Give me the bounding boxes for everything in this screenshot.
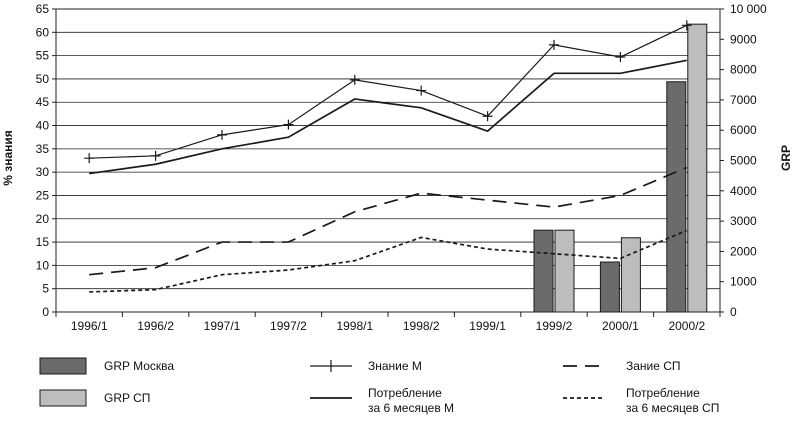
data-point-marker [549,39,559,50]
right-tick-label: 8000 [730,63,757,77]
left-tick-label: 45 [36,95,50,109]
data-point-marker [150,150,161,161]
legend-swatch [39,389,87,407]
data-point-marker [681,20,692,31]
legend-label: Зание СП [626,359,681,373]
bar [687,23,708,313]
left-tick-label: 5 [42,282,49,296]
data-point-marker [349,74,360,85]
x-tick-label: 1999/2 [536,319,573,333]
right-tick-label: 1000 [730,275,757,289]
left-tick-label: 25 [36,188,50,202]
right-axis-title: GRP [779,145,793,171]
legend-item: Знание М [310,359,422,373]
right-tick-label: 10 000 [730,2,767,16]
x-tick-label: 1998/2 [403,319,440,333]
x-tick-label: 1998/1 [336,319,373,333]
legend-label: Потребление [368,386,442,400]
right-tick-label: 5000 [730,154,757,168]
series-line [89,166,688,276]
data-point-marker [482,111,493,122]
right-tick-label: 2000 [730,244,757,258]
right-tick-label: 7000 [730,93,757,107]
bar-series [533,23,708,313]
legend-swatch [39,357,87,375]
x-tick-label: 1997/2 [270,319,307,333]
data-point-marker [283,119,294,130]
left-tick-label: 15 [36,235,50,249]
right-tick-label: 6000 [730,123,757,137]
left-tick-label: 55 [36,49,50,63]
right-tick-label: 3000 [730,214,757,228]
right-tick-label: 9000 [730,32,757,46]
bar [554,229,575,313]
series-line [89,229,688,293]
left-tick-label: 40 [36,119,50,133]
left-tick-label: 30 [36,165,50,179]
bar [666,81,687,313]
line-series [84,20,692,293]
right-tick-label: 0 [730,305,737,319]
x-tick-label: 1996/1 [71,319,108,333]
left-tick-label: 0 [42,305,49,319]
bar [599,261,620,313]
x-tick-label: 1999/1 [469,319,506,333]
legend-item: GRP Москва [39,357,174,375]
legend-item: GRP СП [39,389,150,407]
x-tick-label: 1997/1 [204,319,241,333]
data-point-marker [416,85,427,96]
legend-label: за 6 месяцев М [368,401,454,415]
legend-label: GRP СП [104,391,150,405]
legend-item: Зание СП [563,359,681,373]
axes: 0 5 10 15 20 25 30 35 40 45 50 55 60 65 0 1000 2000 3000 4… [36,2,767,333]
bar [620,237,641,313]
data-point-marker [217,129,227,140]
left-axis-title: % знания [1,130,15,186]
x-tick-label: 2000/2 [668,319,705,333]
left-tick-label: 35 [36,142,50,156]
legend-label: Знание М [368,359,422,373]
left-tick-label: 60 [36,25,50,39]
legend-label: за 6 месяцев СП [626,401,719,415]
data-point-marker [615,52,626,63]
legend-label: GRP Москва [104,359,174,373]
series-line [89,24,688,159]
bar [533,229,554,313]
left-tick-label: 10 [36,258,50,272]
x-tick-label: 2000/1 [602,319,639,333]
left-tick-label: 20 [36,212,50,226]
x-tick-label: 1996/2 [137,319,174,333]
left-tick-label: 50 [36,72,50,86]
legend-label: Потребление [626,386,700,400]
left-tick-label: 65 [36,2,50,16]
series-line [89,59,687,175]
right-tick-label: 4000 [730,184,757,198]
data-point-marker [84,153,95,164]
